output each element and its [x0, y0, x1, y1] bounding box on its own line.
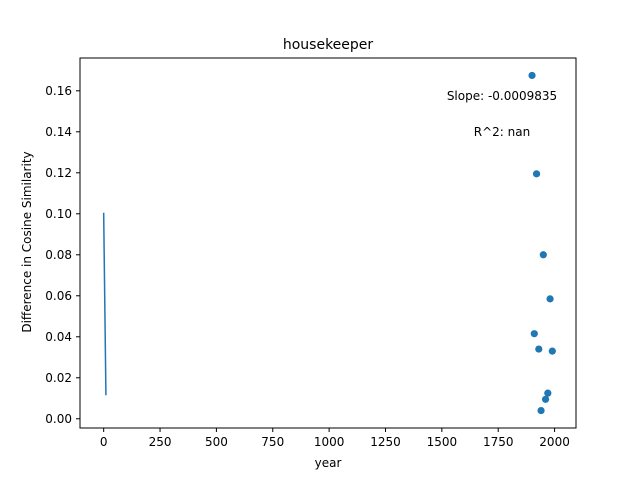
- r-squared-annotation: R^2: nan: [474, 125, 530, 139]
- regression-line-layer: [102, 212, 107, 396]
- data-point: [539, 251, 547, 259]
- y-tick-label: 0.12: [45, 166, 72, 180]
- data-point: [530, 330, 538, 338]
- y-tick-label: 0.14: [45, 125, 72, 139]
- data-point: [532, 170, 541, 178]
- regression-line: [102, 212, 107, 396]
- x-tick-label: 1000: [314, 435, 345, 449]
- data-point: [537, 406, 545, 415]
- slope-annotation: Slope: -0.0009835: [447, 89, 557, 103]
- y-tick-label: 0.04: [45, 330, 72, 344]
- y-axis-label: Difference in Cosine Similarity: [20, 151, 34, 332]
- chart-title: housekeeper: [283, 37, 374, 53]
- x-tick-label: 0: [100, 435, 108, 449]
- plot-frame: [79, 57, 577, 429]
- y-tick-label: 0.02: [45, 371, 72, 385]
- data-point: [546, 295, 554, 303]
- data-point: [544, 389, 552, 397]
- x-tick-label: 500: [205, 435, 228, 449]
- x-axis-ticks: 0 250 500 750 1000 1250 1500 1750 2000: [100, 428, 570, 449]
- data-point: [535, 345, 543, 353]
- data-point: [548, 347, 556, 355]
- y-tick-label: 0.08: [45, 248, 72, 262]
- x-tick-label: 1750: [483, 435, 514, 449]
- data-point: [541, 395, 550, 403]
- x-tick-label: 250: [149, 435, 172, 449]
- x-tick-label: 2000: [539, 435, 570, 449]
- x-tick-label: 750: [261, 435, 284, 449]
- data-point: [528, 71, 536, 80]
- x-tick-label: 1250: [370, 435, 401, 449]
- data-points-layer: [528, 71, 556, 415]
- y-tick-label: 0.10: [45, 207, 72, 221]
- y-tick-label: 0.16: [45, 84, 72, 98]
- x-axis-label: year: [315, 456, 342, 470]
- y-axis-ticks: 0.00 0.02 0.04 0.06 0.08 0.10 0.12 0.14 0.16: [45, 84, 80, 426]
- x-tick-label: 1500: [427, 435, 458, 449]
- y-tick-label: 0.00: [45, 412, 72, 426]
- y-tick-label: 0.06: [45, 289, 72, 303]
